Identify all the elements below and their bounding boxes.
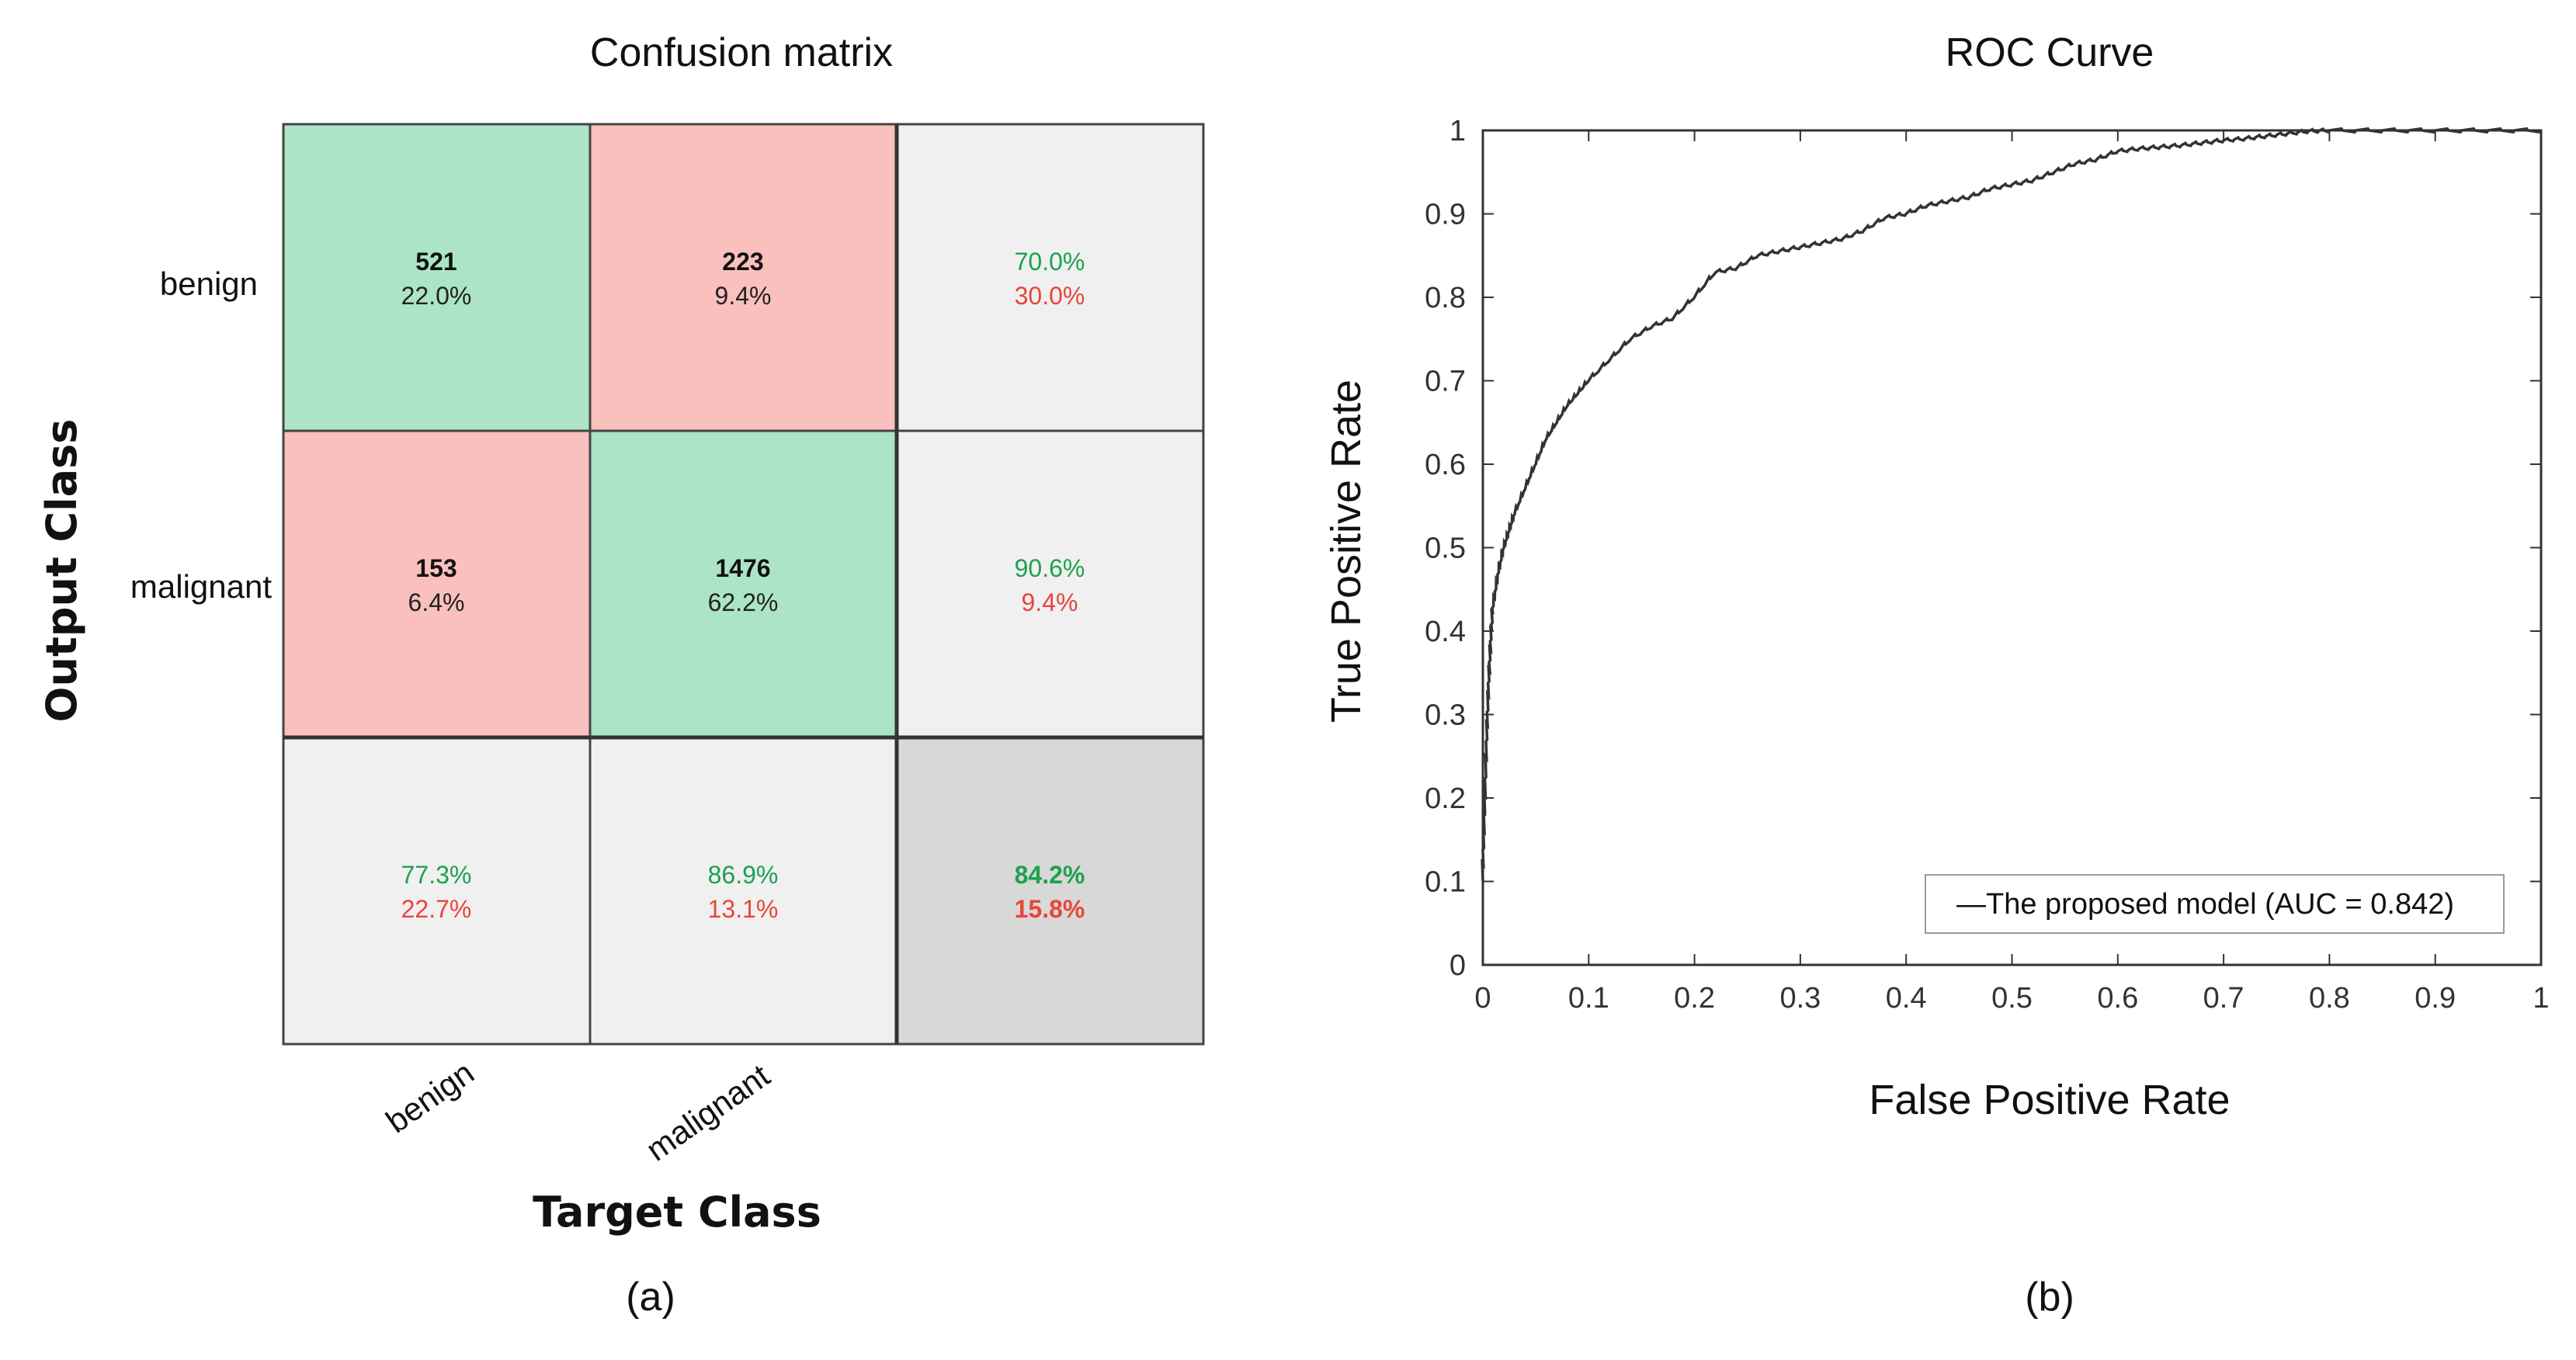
roc-plot-area <box>1481 129 2543 966</box>
roc-legend-box <box>1925 874 2505 934</box>
roc-y-tick-label: 0.1 <box>1425 866 1466 899</box>
confusion-matrix-panel: Confusion matrix <box>37 30 1205 1320</box>
roc-legend: —The proposed model (AUC = 0.842) <box>1925 874 2505 934</box>
roc-y-tick-label: 0.4 <box>1425 616 1466 648</box>
cm-row-summary-malignant <box>897 431 1203 737</box>
cm-col-summary-benign <box>283 737 590 1044</box>
cm-count-benign-malignant: 223 <box>722 248 763 276</box>
roc-x-tick-label: 0.2 <box>1674 982 1715 1015</box>
cm-col-malignant-correct-rate: 86.9% <box>708 861 779 889</box>
roc-x-tick-label: 0.8 <box>2309 982 2350 1015</box>
roc-x-tick-label: 0.9 <box>2415 982 2456 1015</box>
roc-legend-entry: —The proposed model (AUC = 0.842) <box>1956 888 2454 921</box>
cm-row-benign-error-rate: 30.0% <box>1015 282 1085 310</box>
roc-x-tick-label: 0 <box>1474 982 1491 1015</box>
roc-ticks <box>1482 130 2542 966</box>
panel-label-b: (b) <box>2025 1275 2074 1320</box>
cm-row-label-benign: benign <box>160 265 258 302</box>
cm-count-malignant-malignant: 1476 <box>715 554 770 582</box>
roc-y-tick-label: 0 <box>1449 949 1466 982</box>
roc-panel: ROC Curve 0 0.1 0.2 0.3 0.4 0.5 0.6 0.7 0.8 0.9 10… <box>1323 30 2550 1320</box>
cm-summary-dividers <box>283 124 1203 1044</box>
cm-percent-benign-benign: 22.0% <box>401 282 472 310</box>
cm-cell-malignant-malignant <box>590 431 897 737</box>
roc-y-tick-label: 0.7 <box>1425 366 1466 398</box>
confusion-matrix-title: Confusion matrix <box>590 30 893 75</box>
cm-col-malignant-error-rate: 13.1% <box>708 895 779 923</box>
roc-title: ROC Curve <box>1946 30 2154 75</box>
roc-y-tick-label: 1 <box>1449 115 1466 147</box>
confusion-matrix-grid <box>282 123 1205 1046</box>
cm-percent-malignant-malignant: 62.2% <box>708 588 779 616</box>
cm-row-summary-benign <box>897 124 1203 431</box>
roc-y-tick-label: 0.3 <box>1425 699 1466 732</box>
roc-x-tick-label: 0.6 <box>2097 982 2138 1015</box>
cm-col-label-benign: benign <box>380 1054 481 1140</box>
cm-percent-malignant-benign: 6.4% <box>408 588 465 616</box>
cm-cell-malignant-benign <box>283 431 590 737</box>
cm-cell-benign-malignant <box>590 124 897 431</box>
cm-count-benign-benign: 521 <box>415 248 457 276</box>
roc-x-tick-label: 0.1 <box>1568 982 1609 1015</box>
cm-x-axis-title: Target Class <box>533 1188 821 1237</box>
cm-row-label-malignant: malignant <box>130 568 272 605</box>
panel-label-a: (a) <box>626 1275 675 1320</box>
cm-cell-labels: 521 22.0% 223 9.4% 70.0% 30.0% 153 6.4% … <box>401 248 1085 923</box>
roc-y-tick-label: 0.6 <box>1425 449 1466 481</box>
cm-overall-cell <box>897 737 1203 1044</box>
cm-col-label-malignant: malignant <box>640 1056 776 1167</box>
roc-x-tick-label: 0.3 <box>1779 982 1821 1015</box>
roc-x-tick-label: 0.5 <box>1991 982 2033 1015</box>
roc-y-tick-label: 0.8 <box>1425 282 1466 314</box>
cm-row-malignant-error-rate: 9.4% <box>1022 588 1078 616</box>
cm-col-benign-error-rate: 22.7% <box>401 895 472 923</box>
cm-y-axis-title: Output Class <box>37 419 86 723</box>
cm-overall-accuracy: 84.2% <box>1015 861 1085 889</box>
roc-curve-line <box>1481 127 2543 882</box>
roc-y-axis-title: True Positive Rate <box>1323 380 1370 723</box>
roc-tick-labels: 0 0.1 0.2 0.3 0.4 0.5 0.6 0.7 0.8 0.9 1 0 0.1 0.2 0.3 0… <box>1425 115 2549 1015</box>
roc-x-tick-label: 0.7 <box>2203 982 2244 1015</box>
roc-y-tick-label: 0.2 <box>1425 782 1466 815</box>
roc-x-axis-title: False Positive Rate <box>1869 1077 2230 1123</box>
cm-cell-benign-benign <box>283 124 590 431</box>
cm-row-malignant-correct-rate: 90.6% <box>1015 554 1085 582</box>
cm-gridlines <box>282 123 1205 1046</box>
roc-x-tick-label: 1 <box>2533 982 2549 1015</box>
roc-x-tick-label: 0.4 <box>1886 982 1927 1015</box>
cm-overall-error: 15.8% <box>1015 895 1085 923</box>
cm-col-benign-correct-rate: 77.3% <box>401 861 472 889</box>
roc-y-tick-label: 0.9 <box>1425 199 1466 231</box>
cm-count-malignant-benign: 153 <box>415 554 457 582</box>
cm-col-summary-malignant <box>590 737 897 1044</box>
roc-y-tick-label: 0.5 <box>1425 533 1466 565</box>
cm-percent-benign-malignant: 9.4% <box>715 282 772 310</box>
cm-row-benign-correct-rate: 70.0% <box>1015 248 1085 276</box>
